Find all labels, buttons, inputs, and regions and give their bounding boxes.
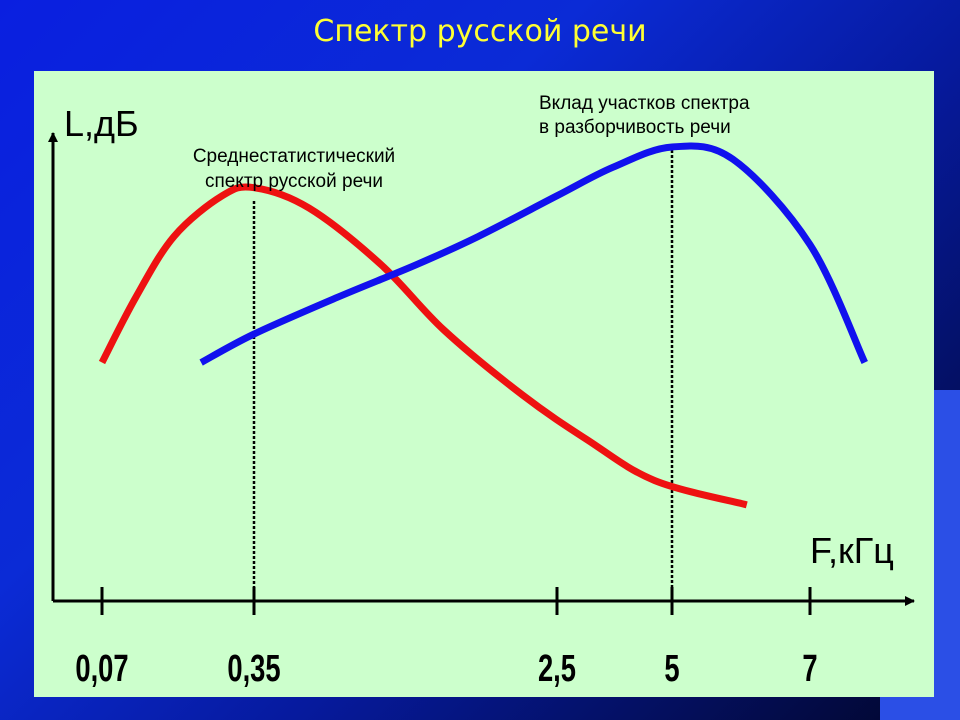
annotation-average-spectrum-line1: Среднестатистический xyxy=(193,146,395,167)
y-axis-label: L,дБ xyxy=(64,103,139,144)
series-line-1 xyxy=(199,142,868,366)
slide-title: Спектр русской речи xyxy=(313,14,647,49)
plot-panel: 0,07 0,35 2,5 5 7 L,дБ F,кГц Среднестатистич… xyxy=(34,71,934,697)
series-line-0 xyxy=(98,183,748,509)
x-tick-label-2: 2,5 xyxy=(538,648,576,690)
x-tick-label-1: 0,35 xyxy=(227,648,280,690)
annotation-intelligibility-line2: в разборчивость речи xyxy=(539,117,731,138)
x-axis-label: F,кГц xyxy=(810,530,894,571)
speech-spectrum-chart: 0,07 0,35 2,5 5 7 L,дБ F,кГц Среднестатистич… xyxy=(48,93,915,690)
x-tick-label-0: 0,07 xyxy=(75,648,128,690)
annotation-intelligibility-line1: Вклад участков спектра xyxy=(539,93,750,114)
x-tick-label-4: 7 xyxy=(802,648,817,690)
x-tick-label-3: 5 xyxy=(664,648,679,690)
annotation-average-spectrum-line2: спектр русской речи xyxy=(205,171,383,192)
